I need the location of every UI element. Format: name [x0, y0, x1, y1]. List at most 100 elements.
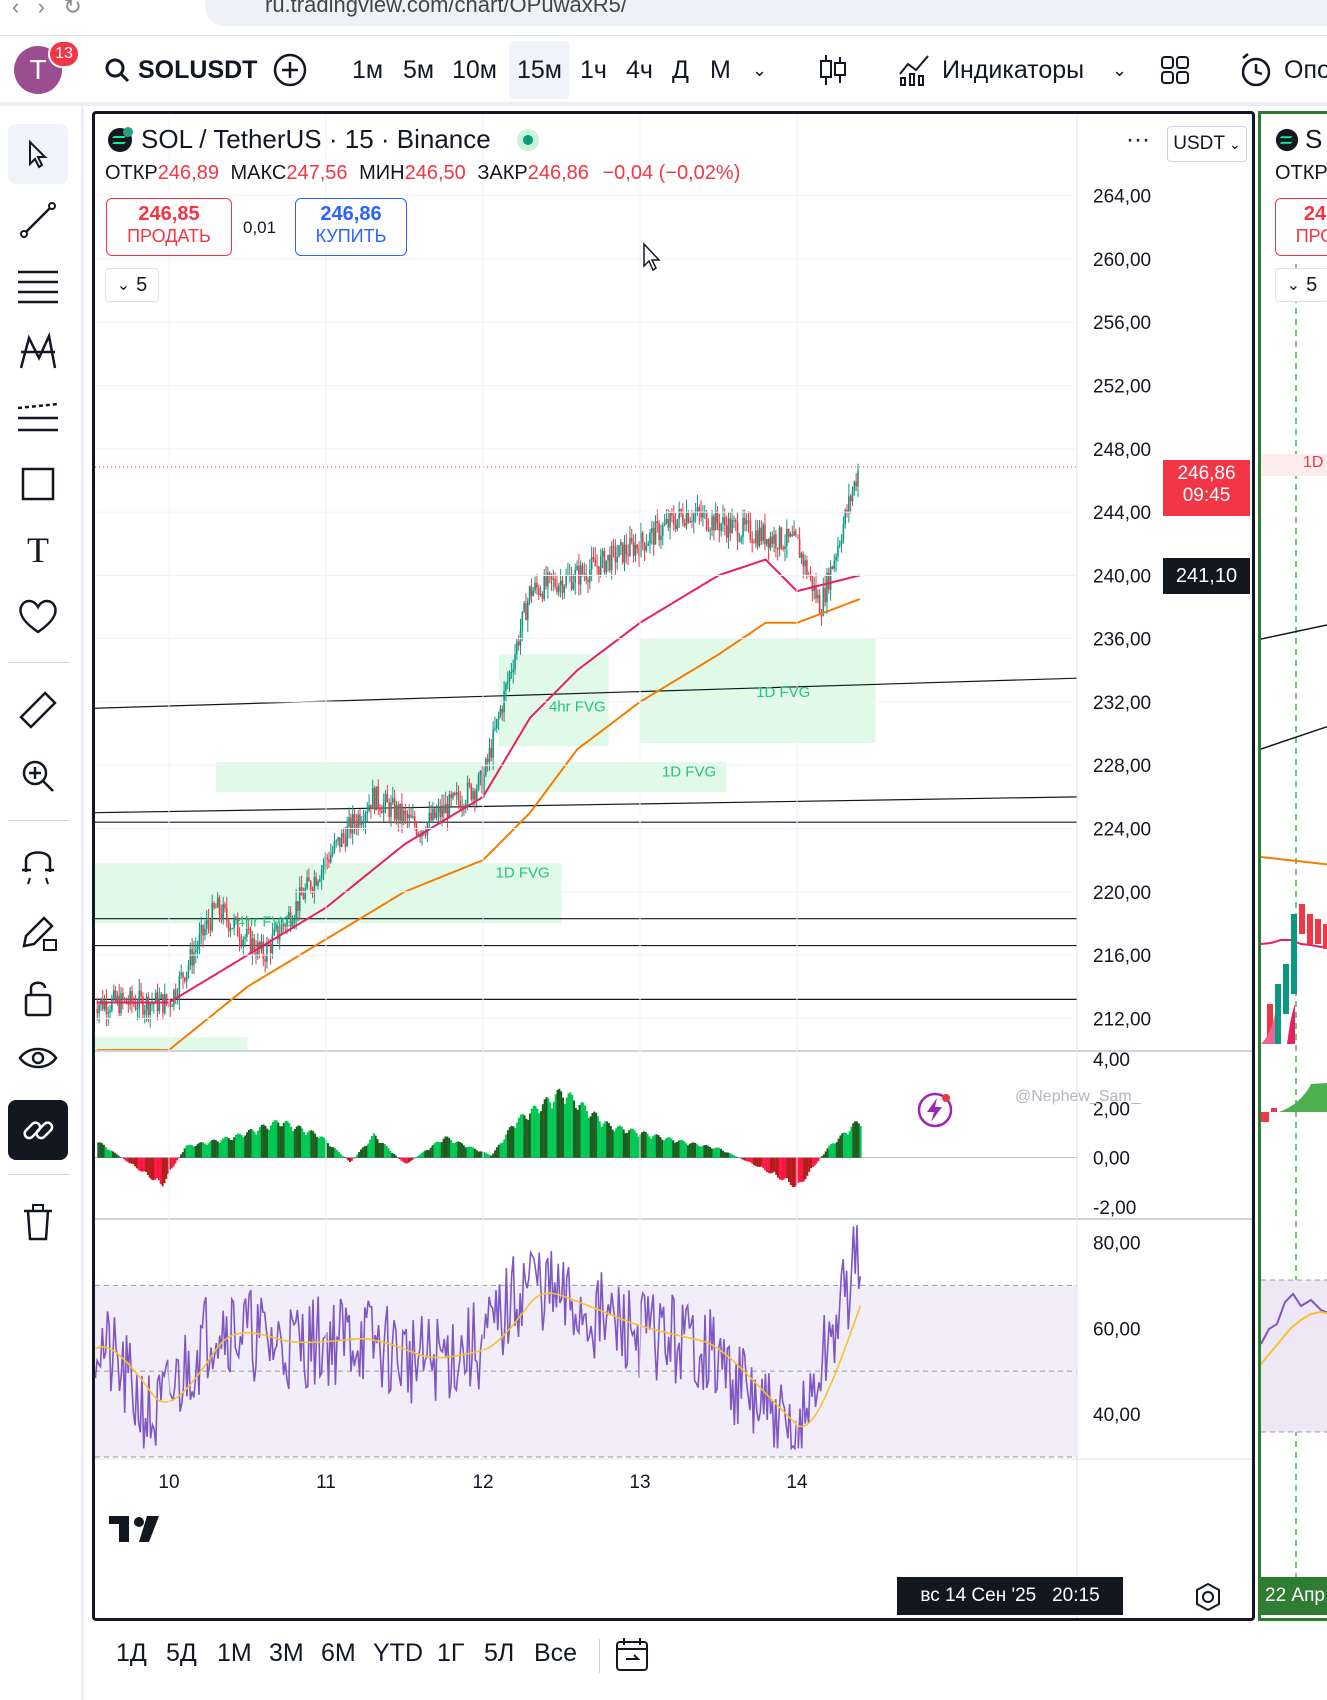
alerts-button[interactable]: Опо — [1238, 48, 1327, 92]
text-tool-icon[interactable]: T — [27, 530, 49, 570]
interval-day[interactable]: Д — [672, 55, 689, 84]
secondary-indicators-button[interactable]: ⌄ 5 — [1275, 268, 1327, 302]
range-ytd[interactable]: YTD — [373, 1639, 423, 1667]
histogram-bar — [776, 1157, 779, 1178]
histogram-bar — [648, 1136, 651, 1158]
indicators-collapse-button[interactable]: ⌄ 5 — [105, 268, 159, 302]
histogram-bar — [453, 1142, 456, 1158]
candle-body — [415, 825, 418, 835]
secondary-sell-button[interactable]: 24 ПРО — [1275, 198, 1327, 256]
histogram-bar — [743, 1157, 746, 1161]
candle-body — [205, 920, 208, 929]
chart-title[interactable]: SOL / TetherUS · 15 · Binance — [141, 124, 491, 154]
range-5y[interactable]: 5Л — [484, 1639, 515, 1667]
histogram-bar — [859, 1126, 862, 1158]
candle-body — [640, 532, 642, 557]
candle-body — [769, 536, 772, 549]
histogram-bar — [244, 1135, 247, 1158]
interval-1m[interactable]: 1м — [352, 55, 384, 84]
zoom-in-icon[interactable] — [8, 746, 68, 806]
indicators-label: Индикаторы — [942, 55, 1085, 84]
market-status-icon[interactable] — [516, 128, 539, 151]
range-6m[interactable]: 6М — [321, 1639, 356, 1667]
trend-line-tool-icon[interactable] — [8, 190, 68, 250]
indicators-button[interactable]: Индикаторы — [898, 48, 1084, 92]
candle-body — [665, 519, 668, 524]
candle-body — [820, 614, 823, 616]
address-bar[interactable] — [205, 0, 1327, 26]
range-3m[interactable]: 3М — [269, 1639, 304, 1667]
interval-10m[interactable]: 10м — [452, 55, 497, 84]
layout-grid-icon[interactable] — [1160, 48, 1190, 92]
calendar-goto-icon[interactable] — [614, 1637, 652, 1678]
fib-retracement-tool-icon[interactable] — [8, 256, 68, 316]
trash-icon[interactable] — [8, 1192, 68, 1252]
candles-icon[interactable] — [818, 48, 848, 92]
symbol-search-button[interactable]: SOLUSDT — [104, 48, 257, 92]
more-options-icon[interactable]: ··· — [1126, 126, 1150, 153]
histogram-bar — [571, 1094, 574, 1158]
histogram-bar — [470, 1146, 473, 1158]
histogram-bar — [205, 1144, 208, 1158]
range-5d[interactable]: 5Д — [166, 1639, 197, 1667]
lock-icon[interactable] — [8, 968, 68, 1028]
candle-body — [583, 573, 586, 575]
candle-body — [519, 630, 522, 646]
chevron-down-icon[interactable]: ⌄ — [1112, 59, 1128, 80]
pencil-lock-icon[interactable] — [8, 902, 68, 962]
magnet-icon[interactable] — [8, 836, 68, 896]
candle-body — [492, 729, 494, 758]
chart-canvas[interactable]: 264,00 260,00 256,00 252,00 248,00 244,00 240,… — [95, 114, 1252, 1618]
histogram-bar — [163, 1157, 166, 1184]
url-text[interactable]: ru.tradingview.com/chart/OPuwaxR5/ — [265, 0, 627, 17]
candle-body — [607, 554, 609, 561]
chart-pane[interactable]: 264,00 260,00 256,00 252,00 248,00 244,00 240,… — [92, 111, 1255, 1621]
rectangle-tool-icon[interactable] — [8, 454, 68, 514]
browser-nav-icons[interactable]: ‹ › ↻ — [12, 0, 82, 19]
chevron-down-icon[interactable]: ⌄ — [752, 59, 768, 80]
interval-month[interactable]: М — [710, 55, 731, 84]
price-axis-label: 260,00 — [1093, 250, 1151, 271]
ruler-tool-icon[interactable] — [8, 680, 68, 740]
candle-body — [796, 534, 799, 539]
histogram-bar — [631, 1128, 634, 1158]
eye-icon[interactable] — [8, 1030, 68, 1090]
range-all[interactable]: Все — [534, 1639, 578, 1667]
histogram-bar — [786, 1157, 789, 1179]
sell-button[interactable]: 246,85 ПРОДАТЬ — [106, 198, 232, 256]
heart-icon[interactable] — [8, 586, 68, 646]
interval-15m[interactable]: 15м — [509, 41, 570, 99]
histogram-bar — [723, 1152, 726, 1158]
candle-body — [767, 538, 770, 549]
histogram-bar — [521, 1113, 524, 1158]
range-1d[interactable]: 1Д — [116, 1639, 147, 1667]
buy-button[interactable]: 246,86 КУПИТЬ — [295, 198, 407, 256]
interval-5m[interactable]: 5м — [403, 55, 435, 84]
candle-body — [171, 1005, 173, 1007]
interval-4h[interactable]: 4ч — [626, 55, 653, 84]
candle-body — [634, 544, 637, 556]
histogram-bar — [554, 1094, 557, 1158]
secondary-indicators-count: 5 — [1306, 273, 1318, 296]
prediction-tool-icon[interactable] — [8, 388, 68, 448]
histogram-bar — [729, 1153, 732, 1158]
histogram-bar — [585, 1111, 588, 1158]
range-1m[interactable]: 1М — [217, 1639, 252, 1667]
interval-1h[interactable]: 1ч — [580, 55, 607, 84]
compare-symbol-button[interactable] — [272, 48, 308, 92]
buy-price: 246,86 — [320, 203, 382, 225]
cursor-tool-icon[interactable] — [8, 124, 68, 184]
histogram-bar — [580, 1102, 583, 1158]
settings-gear-icon[interactable] — [1193, 1582, 1223, 1612]
histogram-bar — [106, 1149, 109, 1158]
link-icon[interactable] — [8, 1100, 68, 1160]
candle-body — [260, 941, 263, 950]
secondary-chart-pane[interactable]: S ОТКР 24 ПРО ⌄5 1D 22 Апр — [1258, 111, 1327, 1621]
pattern-tool-icon[interactable] — [8, 322, 68, 382]
range-1y[interactable]: 1Г — [437, 1639, 465, 1667]
currency-selector[interactable]: USDT ⌄ — [1167, 126, 1247, 162]
lightning-replay-icon[interactable] — [915, 1090, 955, 1130]
solana-logo-icon — [108, 126, 133, 152]
histogram-bar — [310, 1130, 313, 1158]
candle-body — [581, 565, 584, 574]
